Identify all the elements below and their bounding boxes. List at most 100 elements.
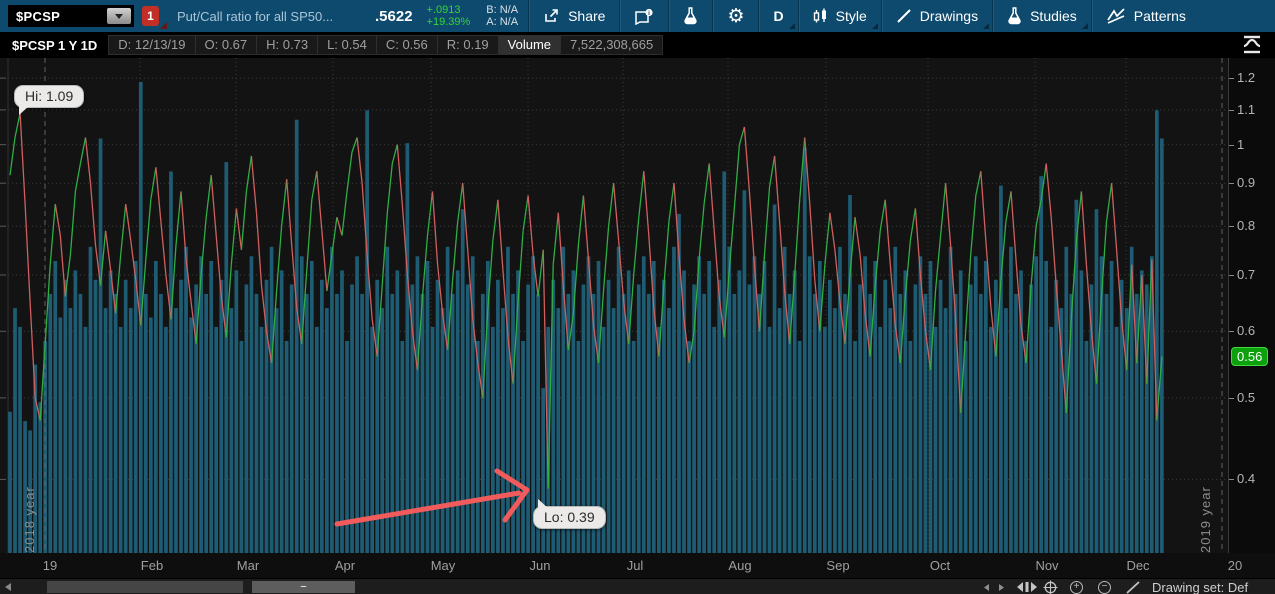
year-label-2019: 2019 year (1198, 486, 1213, 553)
price-change: +.0913 +19.39% (427, 4, 471, 28)
s-curve-icon (1243, 35, 1261, 54)
month-label: Jun (529, 558, 551, 573)
patterns-zigzag-icon (1107, 8, 1125, 24)
drawings-button[interactable]: Drawings (882, 0, 992, 32)
notes-button[interactable]: i (620, 0, 668, 32)
dropdown-corner-icon (871, 23, 878, 29)
axis-tick-label: 0.6 (1237, 323, 1256, 338)
flask-icon (684, 7, 698, 25)
top-toolbar: $PCSP 1 Put/Call ratio for all SP50... .… (0, 0, 1275, 32)
chart-mode-button[interactable] (1229, 34, 1275, 56)
dropdown-corner-icon (983, 23, 990, 29)
axis-tick-label: 0.8 (1237, 218, 1256, 233)
studies-button[interactable]: Studies (993, 0, 1091, 32)
volume-label: Volume (497, 35, 562, 55)
chart-symbol-timeframe: $PCSP 1 Y 1D (12, 37, 98, 53)
toolbar-separator (528, 0, 530, 32)
gear-icon: ⚙ (727, 4, 745, 27)
lo-annotation-bubble: Lo: 0.39 (533, 499, 606, 529)
share-icon (545, 9, 558, 22)
price-volume-chart[interactable] (0, 58, 1228, 554)
month-label: Feb (140, 558, 164, 573)
notes-info-icon: i (635, 8, 654, 25)
chart-header-strip: $PCSP 1 Y 1D D: 12/13/19 O: 0.67 H: 0.73 L:… (0, 32, 1275, 58)
symbol-input[interactable]: $PCSP (8, 5, 134, 27)
settings-button[interactable]: ⚙ (713, 0, 758, 32)
patterns-button[interactable]: Patterns (1092, 0, 1200, 32)
hi-annotation-bubble: Hi: 1.09 (14, 85, 85, 115)
share-label: Share (568, 8, 606, 24)
ohlc-cell: C: 0.56 (375, 35, 438, 55)
ohlc-cell: L: 0.54 (317, 35, 377, 55)
axis-tick-mark (1229, 331, 1234, 332)
month-label: Mar (236, 558, 260, 573)
dropdown-corner-icon (788, 23, 795, 29)
share-button[interactable]: Share (529, 0, 619, 32)
time-scrollbar-thumb[interactable] (47, 581, 243, 593)
chevron-down-icon (115, 13, 123, 19)
zoom-out-icon[interactable]: − (1098, 579, 1111, 594)
month-label: Apr (334, 558, 356, 573)
axis-tick-label: 0.4 (1237, 471, 1256, 486)
year-label-2018: 2018 year (22, 486, 37, 553)
arrow-annotation (334, 468, 530, 527)
month-label: Sep (826, 558, 850, 573)
price-axis[interactable]: 1.2 1.1 1 0.9 0.8 0.7 0.6 0.5 0.4 0.56 (1228, 58, 1275, 553)
axis-tick-mark (1229, 275, 1234, 276)
timeframe-button[interactable]: D (759, 0, 797, 32)
candlestick-icon (813, 8, 826, 23)
last-price-badge: 0.56 (1231, 347, 1269, 366)
month-label: Dec (1126, 558, 1150, 573)
month-label: Aug (728, 558, 752, 573)
zoom-out-handle-label: − (300, 581, 307, 593)
flask-icon (1008, 7, 1021, 25)
scroll-left-arrow-icon[interactable] (4, 579, 12, 594)
toolbar-separator (712, 0, 714, 32)
ohlc-cells: D: 12/13/19 O: 0.67 H: 0.73 L: 0.54 C: 0.56 R… (108, 35, 499, 55)
toolbar-separator (758, 0, 760, 32)
chart-plot-area[interactable]: Hi: 1.09 Lo: 0.39 2018 year 2019 year (0, 58, 1228, 554)
analyze-button[interactable] (669, 0, 712, 32)
axis-tick-mark (1229, 226, 1234, 227)
axis-tick-label: 0.7 (1237, 267, 1256, 282)
axis-tick-mark (1229, 78, 1234, 79)
drawings-label: Drawings (919, 8, 979, 24)
axis-tick-label: 1.2 (1237, 70, 1256, 85)
zoom-in-icon[interactable]: + (1070, 579, 1083, 594)
bid-ask: B: N/A A: N/A (486, 4, 518, 28)
draw-tool-icon[interactable] (1126, 579, 1140, 594)
month-label: 19 (42, 558, 58, 573)
axis-tick-mark (1229, 479, 1234, 480)
symbol-dropdown-button[interactable] (107, 8, 131, 24)
symbol-text: $PCSP (16, 8, 61, 24)
trendline-icon (897, 9, 911, 23)
time-slider-zoom-handle[interactable]: − (252, 581, 355, 593)
studies-label: Studies (1030, 8, 1077, 24)
axis-tick-label: 1.1 (1237, 102, 1256, 117)
drawing-set-selector[interactable]: Drawing set: Def (1152, 579, 1248, 594)
axis-tick-mark (1229, 398, 1234, 399)
toolbar-separator (668, 0, 670, 32)
toolbar-separator (797, 0, 799, 32)
symbol-description: Put/Call ratio for all SP50... (177, 8, 334, 24)
style-button[interactable]: Style (799, 0, 881, 32)
last-price: .5622 (375, 7, 413, 25)
style-label: Style (835, 8, 867, 24)
axis-tick-label: 1 (1237, 137, 1245, 152)
step-left-icon[interactable] (983, 579, 990, 594)
axis-tick-mark (1229, 110, 1234, 111)
ohlc-cell: D: 12/13/19 (108, 35, 196, 55)
bubble-tail (538, 499, 548, 508)
time-axis[interactable]: 19 Feb Mar Apr May Jun Jul Aug Sep Oct Nov Dec 20 (0, 553, 1275, 578)
month-label: Nov (1035, 558, 1059, 573)
axis-tick-mark (1229, 145, 1234, 146)
step-right-icon[interactable] (998, 579, 1005, 594)
crosshair-mode-icon[interactable] (1043, 579, 1058, 594)
dropdown-corner-icon (160, 22, 167, 29)
timeframe-label: D (773, 8, 784, 24)
lo-annotation-text: Lo: 0.39 (544, 509, 595, 525)
alerts-badge-button[interactable]: 1 (142, 6, 167, 29)
pan-mode-icon[interactable] (1016, 579, 1038, 594)
ohlc-cell: O: 0.67 (194, 35, 258, 55)
axis-tick-label: 0.5 (1237, 390, 1256, 405)
